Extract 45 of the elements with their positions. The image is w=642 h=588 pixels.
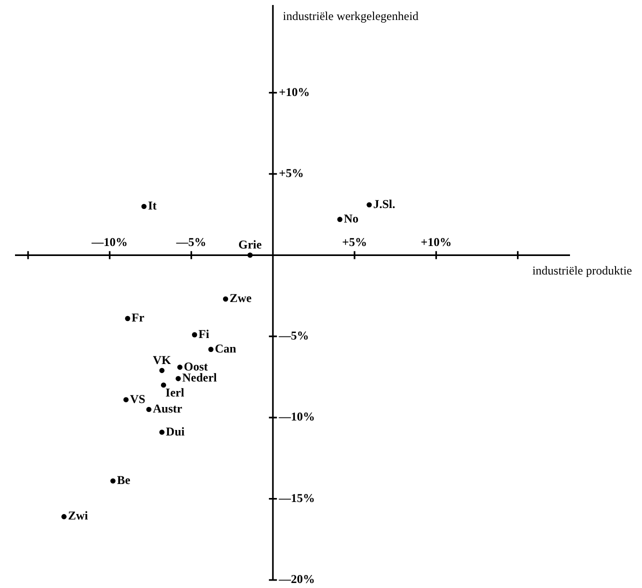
y-axis-title: industriële werkgelegenheid — [282, 9, 419, 24]
point — [176, 376, 181, 382]
series-label: Grie — [238, 238, 262, 252]
y-tick-label: +5% — [278, 166, 304, 180]
point — [146, 406, 152, 412]
point — [159, 430, 165, 435]
series-label: Fr — [132, 310, 145, 325]
y-tick-label: —5% — [278, 328, 309, 342]
point — [125, 316, 130, 322]
series-label: VS — [130, 392, 146, 406]
series-label: It — [148, 198, 157, 213]
series-label: J.Sl. — [373, 196, 396, 211]
point — [177, 364, 182, 370]
x-tick-label: —10% — [90, 235, 128, 250]
point — [159, 368, 165, 374]
y-tick-label: —20% — [278, 572, 315, 586]
point — [141, 204, 147, 210]
point — [110, 478, 116, 484]
point — [61, 514, 67, 520]
series-label: Fi — [198, 326, 210, 341]
x-tick-label: +10% — [420, 235, 452, 250]
x-tick-label: —5% — [175, 235, 206, 250]
series-label: Be — [116, 473, 131, 488]
series-label: Oost — [184, 359, 208, 374]
point — [192, 332, 198, 338]
series-label: Can — [214, 341, 237, 356]
point — [337, 216, 342, 222]
series-label: Austr — [152, 402, 183, 416]
x-axis-title: industriële produktie — [532, 263, 632, 278]
point — [123, 397, 129, 402]
point — [366, 202, 372, 208]
series-label: Ierl — [166, 386, 185, 400]
point — [160, 382, 166, 388]
series-label: Zwe — [230, 291, 252, 306]
y-tick-label: —10% — [278, 410, 315, 424]
x-tick-label: +5% — [342, 235, 367, 250]
series-label: Dui — [166, 424, 186, 438]
y-tick-label: —15% — [278, 490, 315, 505]
point — [222, 296, 228, 302]
series-label: No — [344, 212, 359, 226]
series-label: VK — [152, 353, 172, 368]
y-tick-label: +10% — [278, 84, 310, 99]
series-label: Nederl — [182, 370, 218, 385]
point — [208, 346, 214, 352]
series-label: Zwi — [68, 508, 89, 523]
